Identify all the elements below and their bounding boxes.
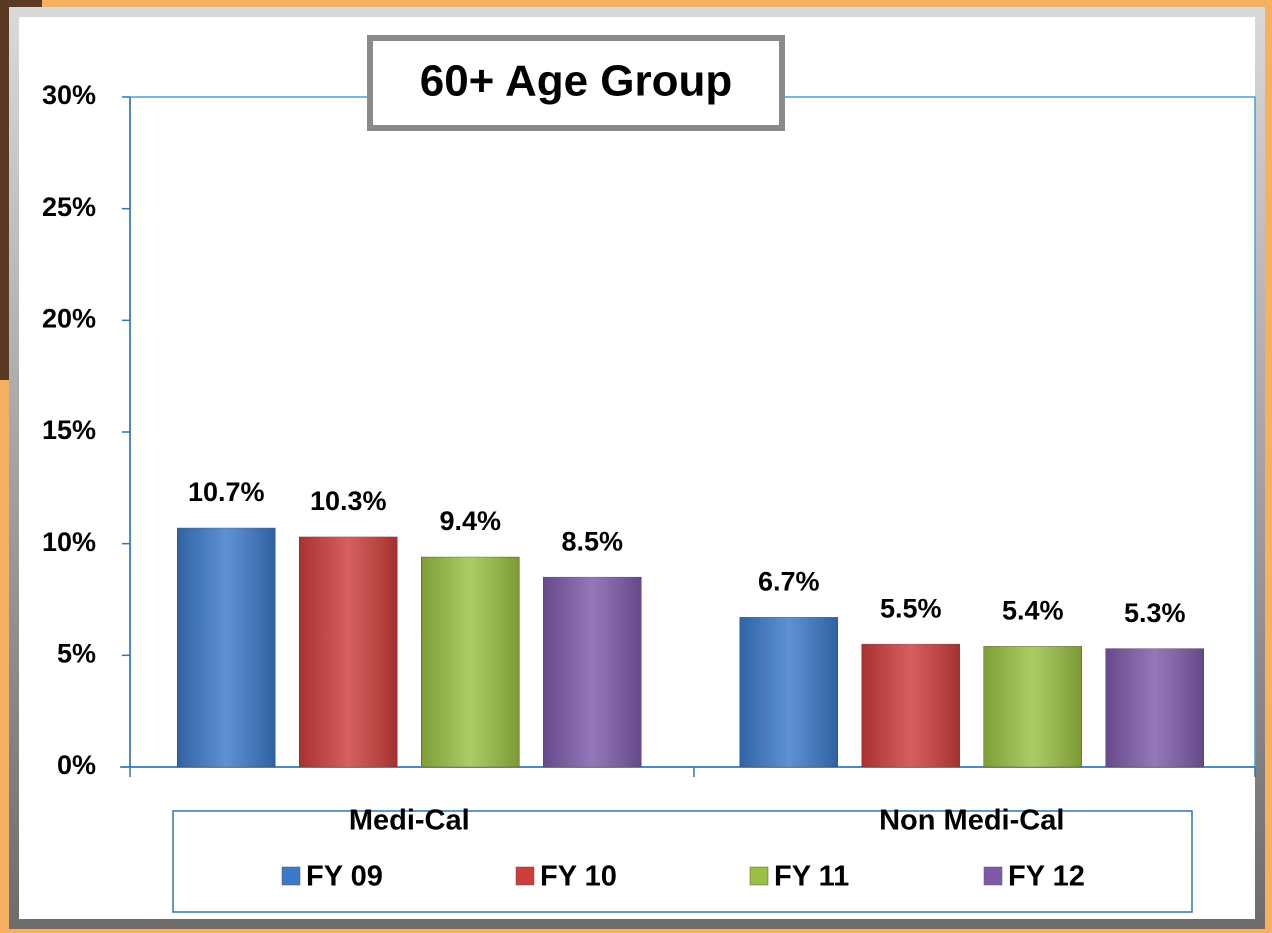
chart-title: 60+ Age Group xyxy=(420,57,733,106)
value-label: 10.7% xyxy=(188,477,265,507)
y-tick-label: 10% xyxy=(42,527,96,557)
legend-swatch xyxy=(516,867,534,885)
bar-shine xyxy=(1106,649,1204,767)
bar-shine xyxy=(177,528,275,767)
legend-label: FY 10 xyxy=(540,861,617,893)
bar-shine xyxy=(421,557,519,767)
value-label: 5.4% xyxy=(1002,596,1064,626)
legend-swatch xyxy=(984,867,1002,885)
value-label: 8.5% xyxy=(561,526,623,556)
y-tick-label: 20% xyxy=(42,303,96,333)
bar-shine xyxy=(543,577,641,767)
legend-label: FY 09 xyxy=(306,861,383,893)
value-label: 5.5% xyxy=(880,593,942,623)
chart: 60+ Age Group 0% 5% 10% 15% 20% 25% 30% Medi-Ca… xyxy=(0,0,1272,933)
x-tick-label: Non Medi-Cal xyxy=(879,805,1064,837)
y-tick-label: 30% xyxy=(42,80,96,110)
value-label: 6.7% xyxy=(758,566,820,596)
bar-shine xyxy=(984,646,1082,767)
value-label: 5.3% xyxy=(1124,598,1186,628)
bar-shine xyxy=(299,537,397,767)
legend-swatch xyxy=(750,867,768,885)
value-label: 9.4% xyxy=(439,506,501,536)
y-tick-label: 15% xyxy=(42,415,96,445)
x-tick-label: Medi-Cal xyxy=(349,805,470,837)
y-tick-label: 5% xyxy=(57,638,96,668)
y-tick-label: 0% xyxy=(57,750,96,780)
legend-swatch xyxy=(282,867,300,885)
value-label: 10.3% xyxy=(310,486,387,516)
legend-label: FY 12 xyxy=(1008,861,1085,893)
chart-frame xyxy=(14,12,1260,924)
bar-shine xyxy=(740,617,838,767)
y-tick-label: 25% xyxy=(42,192,96,222)
page: 60+ Age Group 0% 5% 10% 15% 20% 25% 30% Medi-Ca… xyxy=(0,0,1272,933)
bar-shine xyxy=(862,644,960,767)
legend-label: FY 11 xyxy=(774,861,849,893)
